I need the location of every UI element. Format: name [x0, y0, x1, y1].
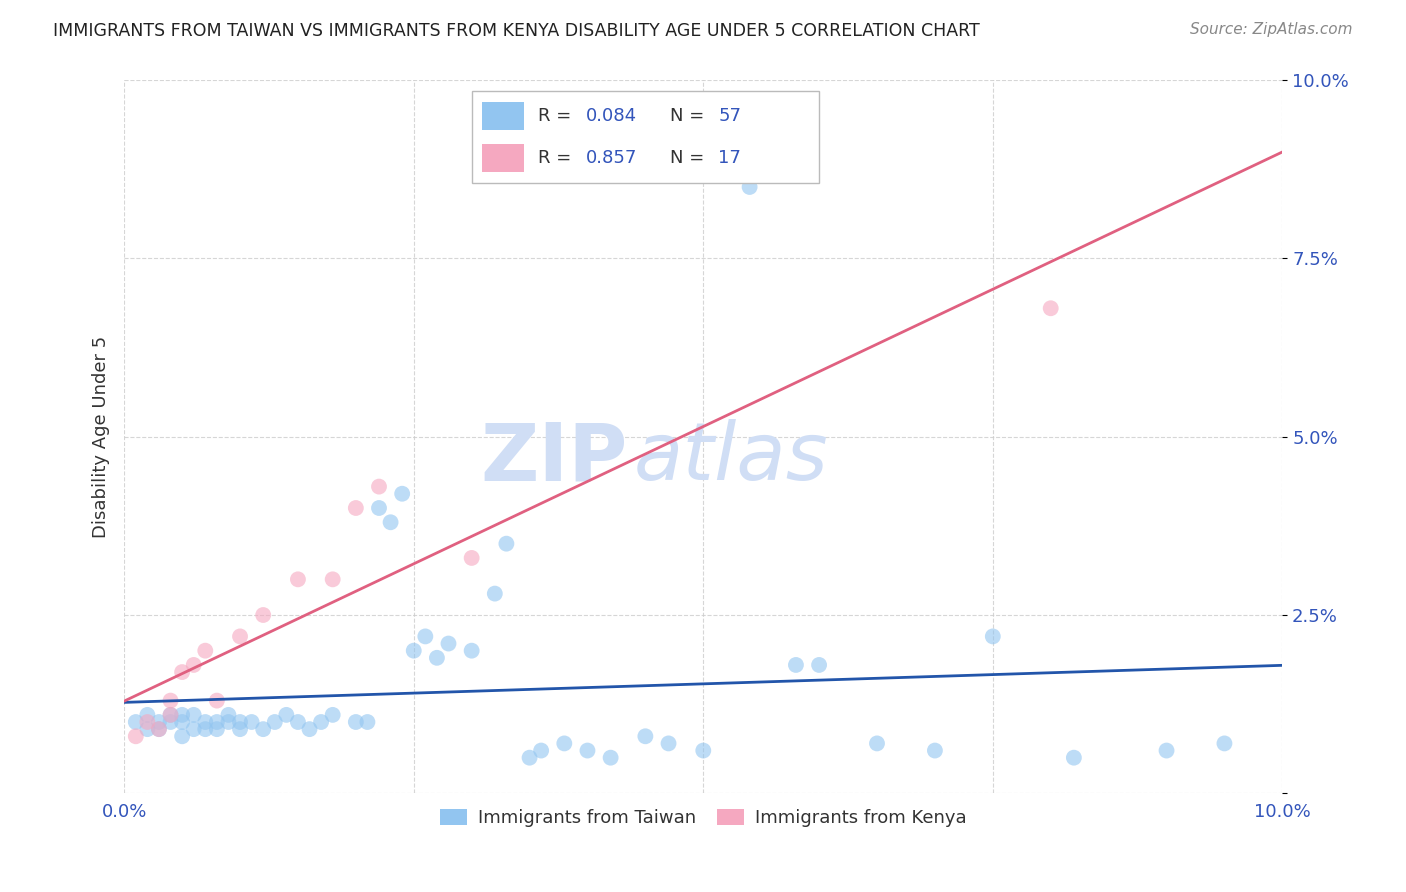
Point: [460, 643, 482, 657]
Point: [785, 657, 807, 672]
Point: [125, 729, 148, 743]
Text: IMMIGRANTS FROM TAIWAN VS IMMIGRANTS FROM KENYA DISABILITY AGE UNDER 5 CORRELATI: IMMIGRANTS FROM TAIWAN VS IMMIGRANTS FRO…: [53, 22, 980, 40]
Point: [1156, 743, 1178, 757]
Point: [159, 707, 181, 722]
Point: [263, 714, 285, 729]
Point: [159, 714, 181, 729]
Point: [136, 714, 159, 729]
Point: [136, 707, 159, 722]
Point: [368, 501, 391, 516]
Point: [287, 572, 309, 586]
Point: [495, 536, 517, 550]
Point: [240, 714, 263, 729]
Text: ZIP: ZIP: [481, 419, 628, 497]
Text: atlas: atlas: [634, 419, 828, 497]
Point: [808, 657, 831, 672]
Point: [205, 722, 228, 736]
Point: [287, 714, 309, 729]
Point: [1213, 736, 1236, 750]
Point: [657, 736, 679, 750]
Point: [981, 629, 1004, 643]
Point: [402, 643, 425, 657]
Point: [183, 722, 205, 736]
Point: [229, 629, 252, 643]
Point: [599, 750, 621, 764]
Point: [437, 636, 460, 650]
Point: [519, 750, 541, 764]
Point: [148, 714, 170, 729]
Point: [205, 714, 228, 729]
Point: [692, 743, 714, 757]
Point: [368, 480, 391, 494]
Point: [322, 572, 344, 586]
Point: [322, 707, 344, 722]
Point: [229, 714, 252, 729]
Y-axis label: Disability Age Under 5: Disability Age Under 5: [93, 335, 110, 538]
Point: [426, 650, 449, 665]
Point: [344, 714, 367, 729]
Point: [148, 722, 170, 736]
Point: [276, 707, 298, 722]
Point: [1063, 750, 1085, 764]
Point: [634, 729, 657, 743]
Point: [172, 665, 194, 679]
Point: [415, 629, 437, 643]
Point: [172, 707, 194, 722]
Point: [576, 743, 599, 757]
Point: [136, 722, 159, 736]
Point: [217, 714, 239, 729]
Point: [1039, 301, 1062, 316]
Legend: Immigrants from Taiwan, Immigrants from Kenya: Immigrants from Taiwan, Immigrants from …: [433, 802, 974, 834]
Point: [217, 707, 239, 722]
Point: [252, 607, 274, 622]
Point: [172, 729, 194, 743]
Point: [356, 714, 378, 729]
Point: [344, 501, 367, 516]
Point: [194, 643, 217, 657]
Point: [229, 722, 252, 736]
Point: [738, 180, 761, 194]
Point: [194, 722, 217, 736]
Point: [391, 487, 413, 501]
Point: [484, 586, 506, 600]
Text: Source: ZipAtlas.com: Source: ZipAtlas.com: [1189, 22, 1353, 37]
Point: [380, 516, 402, 530]
Point: [172, 714, 194, 729]
Point: [252, 722, 274, 736]
Point: [866, 736, 889, 750]
Point: [205, 693, 228, 707]
Point: [924, 743, 946, 757]
Point: [159, 707, 181, 722]
Point: [159, 693, 181, 707]
Point: [309, 714, 332, 729]
Point: [553, 736, 575, 750]
Point: [183, 657, 205, 672]
Point: [125, 714, 148, 729]
Point: [460, 550, 482, 565]
Point: [183, 707, 205, 722]
Point: [298, 722, 321, 736]
Point: [194, 714, 217, 729]
Point: [148, 722, 170, 736]
Point: [530, 743, 553, 757]
